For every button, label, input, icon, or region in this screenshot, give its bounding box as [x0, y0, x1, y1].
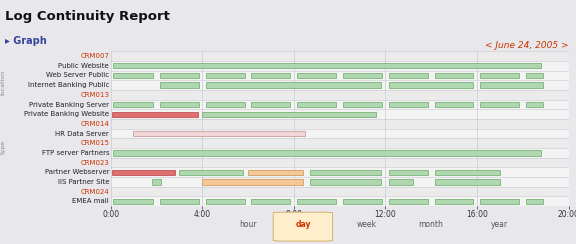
Text: hour: hour [239, 221, 257, 229]
Bar [206, 73, 245, 78]
Bar [202, 179, 303, 185]
Text: day: day [295, 221, 310, 229]
Bar [310, 170, 381, 175]
Text: Log Continuity Report: Log Continuity Report [5, 10, 169, 23]
Bar [434, 73, 473, 78]
Bar [111, 177, 569, 187]
Bar [389, 82, 473, 88]
Bar [480, 73, 520, 78]
Bar [113, 199, 153, 204]
Bar [160, 199, 199, 204]
Bar [480, 82, 543, 88]
Bar [113, 63, 541, 68]
Bar [297, 199, 336, 204]
Bar [160, 73, 199, 78]
Bar [111, 61, 569, 71]
Bar [389, 179, 413, 185]
Bar [434, 179, 500, 185]
Bar [389, 73, 428, 78]
Bar [160, 102, 199, 107]
Text: year: year [491, 221, 509, 229]
Bar [111, 148, 569, 158]
Bar [389, 199, 428, 204]
Bar [111, 109, 569, 119]
Bar [389, 170, 428, 175]
Bar [343, 73, 382, 78]
Bar [206, 199, 245, 204]
Text: < June 24, 2005 >: < June 24, 2005 > [485, 41, 569, 50]
Text: week: week [357, 221, 377, 229]
Bar [113, 73, 153, 78]
Bar [434, 170, 500, 175]
Bar [111, 100, 569, 109]
Bar [111, 129, 569, 138]
Bar [434, 199, 473, 204]
Bar [480, 199, 520, 204]
Bar [206, 102, 245, 107]
Bar [248, 170, 303, 175]
Bar [526, 102, 543, 107]
FancyBboxPatch shape [273, 212, 333, 241]
Bar [526, 199, 543, 204]
Bar [389, 102, 428, 107]
Bar [202, 112, 376, 117]
Text: location: location [1, 70, 5, 95]
Bar [526, 73, 543, 78]
Bar [343, 199, 382, 204]
Bar [251, 199, 290, 204]
Bar [160, 82, 199, 88]
Text: ▸ Graph: ▸ Graph [5, 36, 46, 46]
Bar [251, 73, 290, 78]
Bar [480, 102, 520, 107]
Bar [206, 82, 381, 88]
Bar [297, 73, 336, 78]
Bar [310, 179, 381, 185]
Bar [297, 102, 336, 107]
Bar [111, 71, 569, 80]
Bar [111, 167, 569, 177]
Bar [112, 112, 198, 117]
Text: month: month [419, 221, 444, 229]
Text: type: type [1, 140, 5, 154]
Bar [111, 80, 569, 90]
Bar [112, 170, 175, 175]
Bar [113, 150, 541, 156]
Bar [251, 102, 290, 107]
Bar [111, 196, 569, 206]
Bar [134, 131, 305, 136]
Bar [343, 102, 382, 107]
Bar [434, 102, 473, 107]
Bar [179, 170, 244, 175]
Bar [152, 179, 161, 185]
Bar [113, 102, 153, 107]
